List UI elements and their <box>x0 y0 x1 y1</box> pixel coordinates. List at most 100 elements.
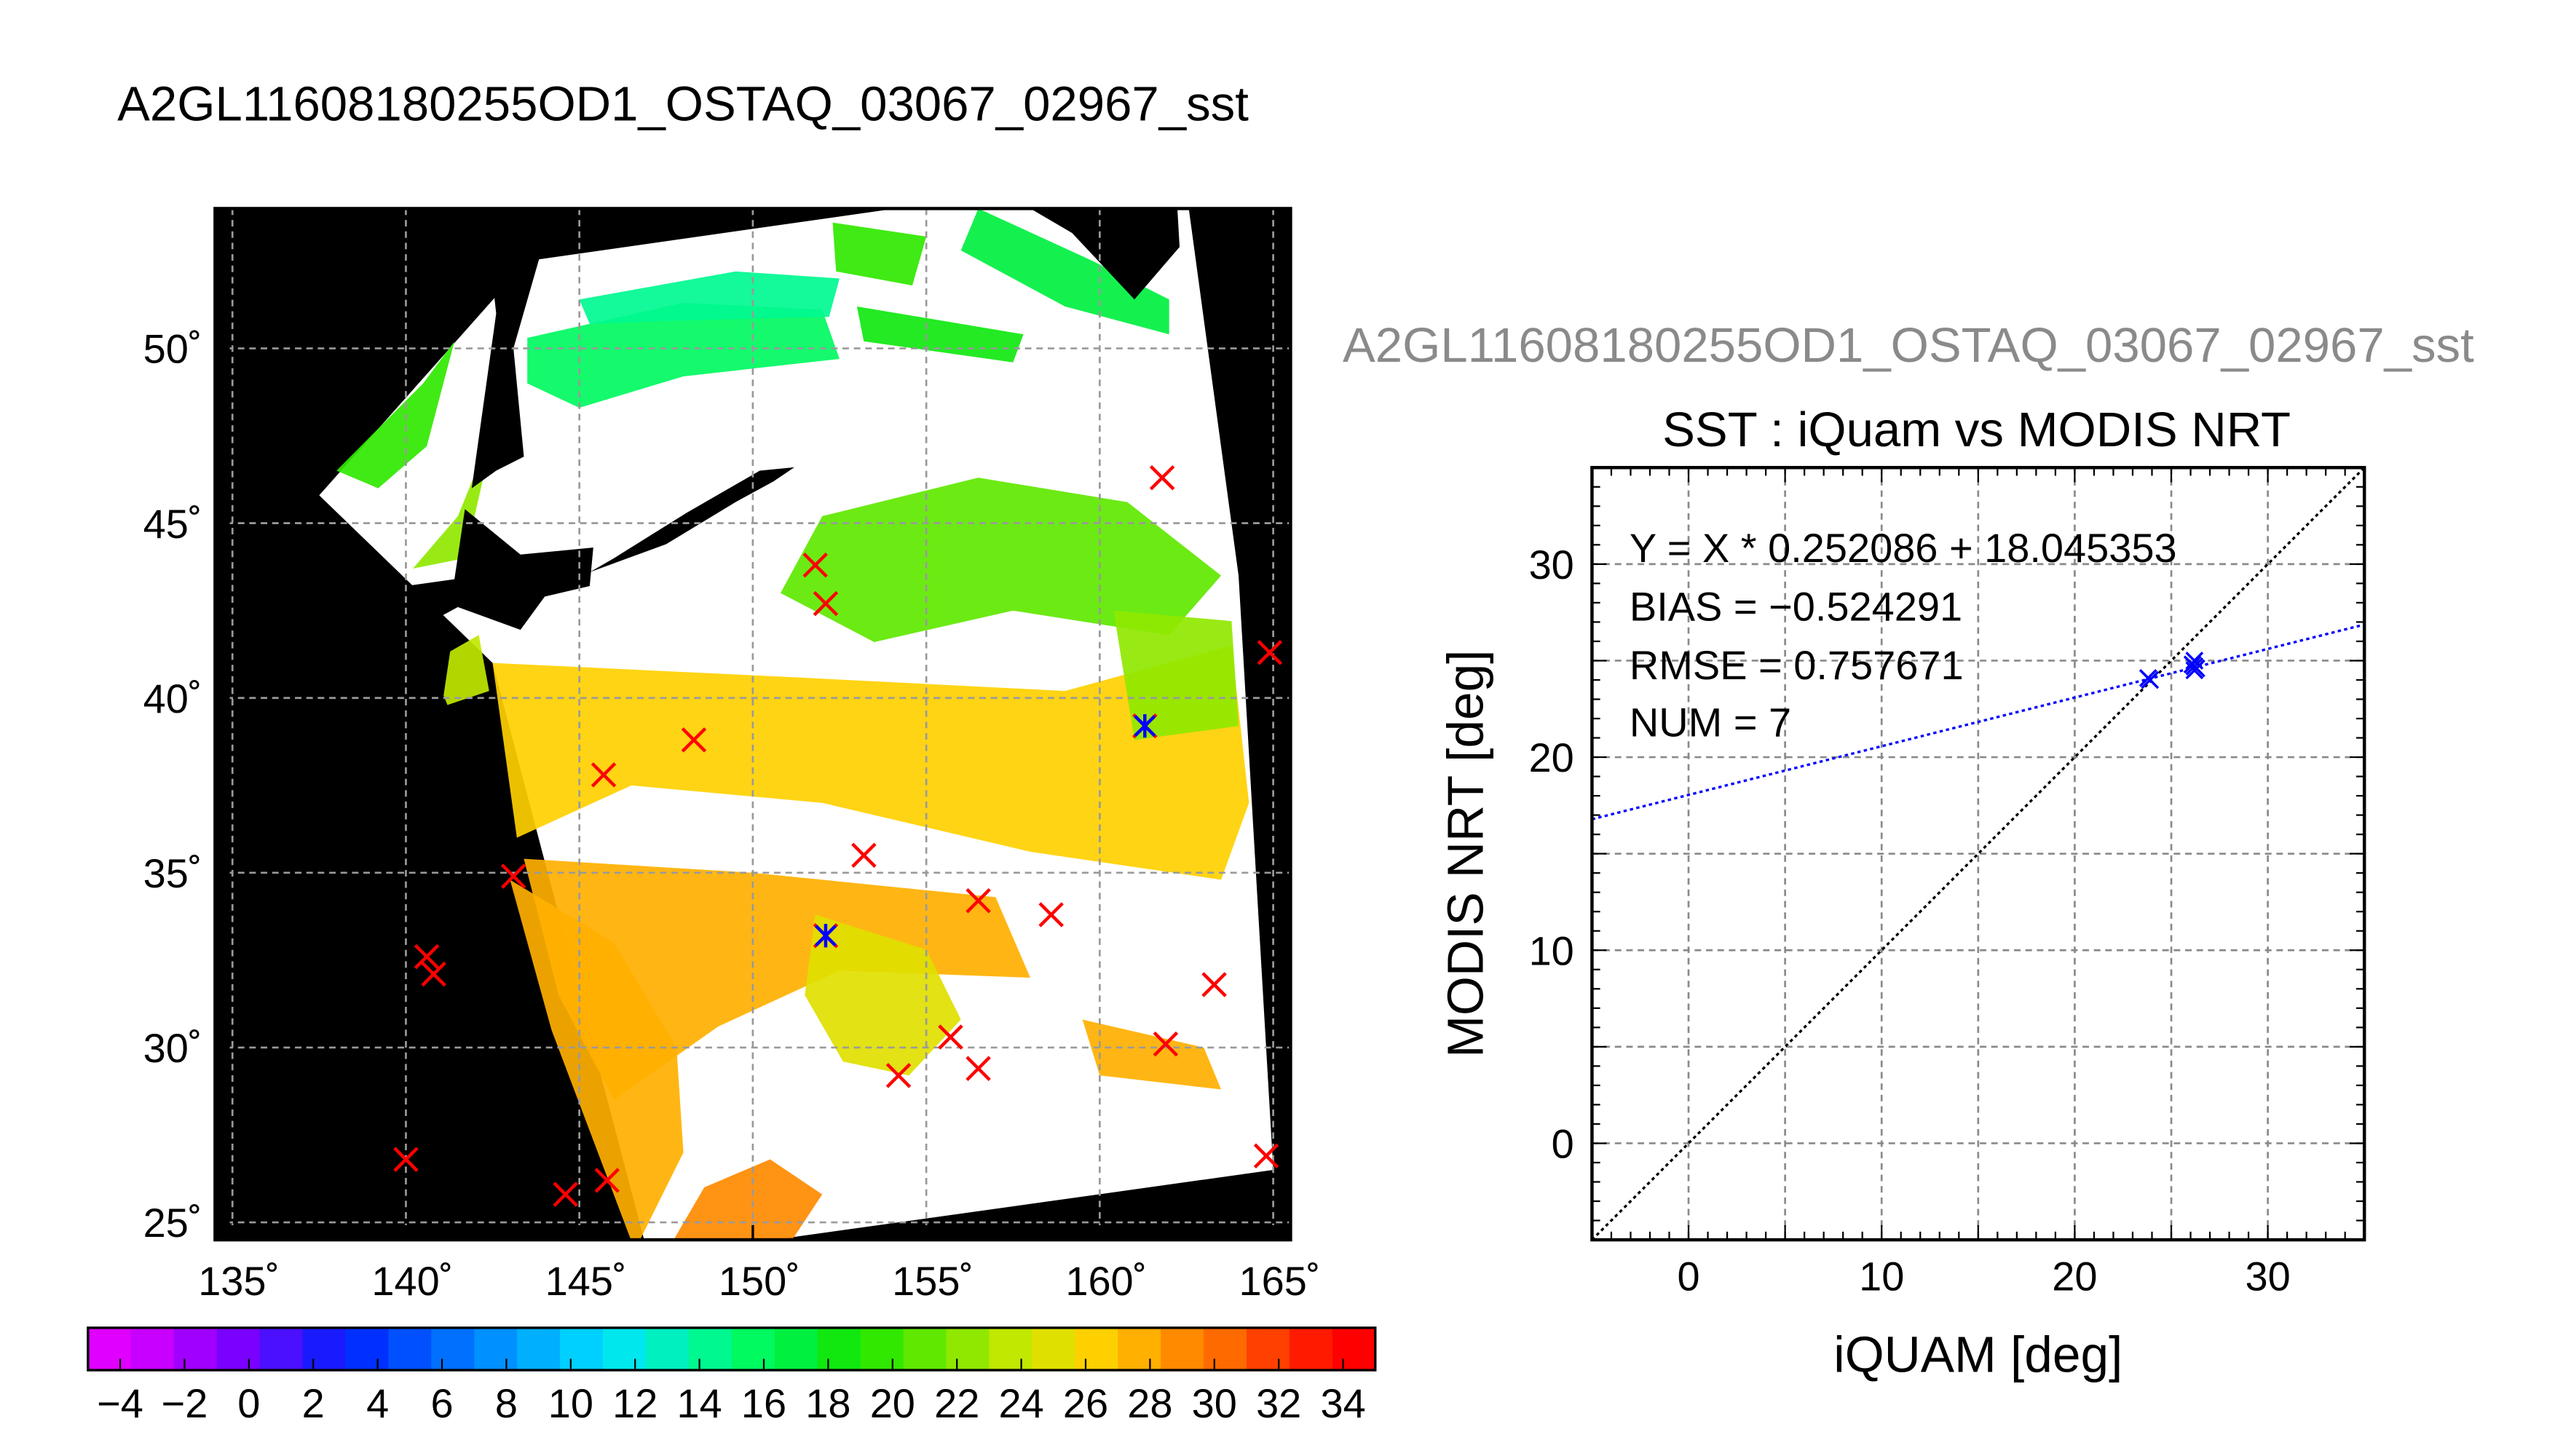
colorbar: −4 −2 0 2 4 6 8 10 12 14 16 18 20 22 24 26 28 30 32 34 <box>87 1326 1377 1426</box>
colorbar-cell <box>474 1327 518 1371</box>
colorbar-cell <box>345 1327 390 1371</box>
scatter-y-tick-label: 10 <box>1529 927 1574 973</box>
colorbar-cell <box>1161 1327 1205 1371</box>
match-marker <box>885 1063 912 1088</box>
match-marker <box>553 1182 578 1207</box>
land-mass-0 <box>215 645 451 925</box>
match-marker-stroke-b <box>938 1024 963 1050</box>
land-mass-3 <box>215 208 451 558</box>
colorbar-tick-label: 0 <box>237 1380 260 1426</box>
match-marker-stroke-b <box>594 1168 620 1193</box>
match-marker <box>965 1056 991 1081</box>
match-marker <box>414 943 440 970</box>
colorbar-cell <box>603 1327 647 1371</box>
scatter-y-tick-label: 0 <box>1552 1121 1574 1167</box>
match-marker-stroke-b <box>421 961 446 987</box>
colorbar-cell <box>1032 1327 1076 1371</box>
colorbar-tick-label: 12 <box>612 1380 657 1426</box>
match-marker-stroke-b <box>851 842 877 869</box>
match-marker <box>851 842 877 869</box>
map-x-tick-labels: 135˚ 140˚ 145˚ 150˚ 155˚ 160˚ 165˚ <box>198 1258 1320 1304</box>
stats-box: Y = X * 0.252086 + 18.045353 BIAS = −0.5… <box>1630 525 2177 745</box>
stats-rmse: RMSE = 0.757671 <box>1630 642 1964 688</box>
match-marker <box>591 762 617 788</box>
colorbar-cell <box>388 1327 433 1371</box>
colorbar-tick-label: 28 <box>1127 1380 1172 1426</box>
colorbar-tick-label: 34 <box>1320 1380 1365 1426</box>
match-marker-stroke-b <box>1253 1143 1279 1169</box>
sst-field-4 <box>805 914 961 1076</box>
scatter-grid <box>1592 467 2365 1241</box>
match-marker-stroke-b <box>393 1147 419 1172</box>
scatter-point-stroke-b <box>2187 659 2205 678</box>
used-match-marker <box>814 924 837 948</box>
scatter-panel: SST : iQuam vs MODIS NRT 0 10 20 30 0 10 20 30… <box>1437 403 2366 1382</box>
scatter-x-tick-labels: 0 10 20 30 <box>1677 1253 2290 1299</box>
colorbar-cell <box>130 1327 175 1371</box>
colorbar-tick-label: 32 <box>1256 1380 1301 1426</box>
sst-field-13 <box>413 422 497 569</box>
scatter-point <box>2187 659 2205 678</box>
colorbar-cell <box>688 1327 732 1371</box>
scatter-x-tick-label: 0 <box>1677 1253 1699 1299</box>
scatter-x-tick-label: 30 <box>2245 1253 2290 1299</box>
colorbar-tick-label: −4 <box>97 1380 143 1426</box>
scatter-y-tick-labels: 0 10 20 30 <box>1529 542 1574 1167</box>
match-marker-stroke-b <box>1257 640 1283 665</box>
match-marker-stroke-b <box>1038 902 1064 927</box>
match-marker <box>681 727 707 753</box>
match-marker-stroke-b <box>553 1182 578 1207</box>
scatter-ticks <box>1591 467 2366 1241</box>
colorbar-cell <box>431 1327 475 1371</box>
sst-field-8 <box>527 303 840 408</box>
colorbar-cell <box>87 1327 132 1371</box>
x-axis-label: iQUAM [deg] <box>1833 1326 2122 1382</box>
map-x-tick-label: 135˚ <box>198 1258 280 1304</box>
match-marker <box>1149 464 1175 491</box>
match-marker <box>1153 1031 1179 1057</box>
colorbar-tick-label: 6 <box>430 1380 453 1426</box>
scatter-lines <box>1592 467 2365 1241</box>
sst-field-15 <box>1082 1019 1222 1090</box>
sst-field-14 <box>430 635 489 705</box>
sst-field-9 <box>579 271 840 324</box>
sst-field-11 <box>832 222 927 286</box>
sst-field-6 <box>1113 610 1239 740</box>
match-marker <box>1038 902 1064 927</box>
match-marker <box>594 1168 620 1193</box>
colorbar-cell <box>774 1327 818 1371</box>
colorbar-tick-label: 16 <box>741 1380 786 1426</box>
colorbar-cell <box>903 1327 947 1371</box>
match-marker <box>421 961 446 987</box>
colorbar-cell <box>517 1327 561 1371</box>
scatter-y-tick-label: 20 <box>1529 735 1574 780</box>
colorbar-cell <box>173 1327 218 1371</box>
land-mass-1 <box>406 509 593 632</box>
match-marker <box>393 1147 419 1172</box>
map-y-tick-label: 50˚ <box>143 326 202 372</box>
scatter-title: SST : iQuam vs MODIS NRT <box>1662 403 2291 457</box>
page-title: A2GL11608180255OD1_OSTAQ_03067_02967_sst <box>117 77 1249 132</box>
scatter-x-tick-label: 20 <box>2052 1253 2097 1299</box>
scatter-point-stroke-b <box>2185 652 2204 670</box>
map-x-tick-label: 140˚ <box>371 1258 453 1304</box>
colorbar-cell <box>860 1327 904 1371</box>
land-mass-5 <box>589 467 794 572</box>
match-marker-stroke-b <box>1153 1031 1179 1057</box>
sst-field-5 <box>780 478 1222 642</box>
map-panel: 135˚ 140˚ 145˚ 150˚ 155˚ 160˚ 165˚ 25˚ 30˚ 35˚ 40… <box>143 207 1321 1304</box>
colorbar-cell <box>560 1327 604 1371</box>
scatter-point <box>2141 670 2160 689</box>
match-marker-stroke-b <box>885 1063 912 1088</box>
map-x-tick-label: 150˚ <box>719 1258 800 1304</box>
map-y-tick-label: 25˚ <box>143 1200 202 1246</box>
map-y-tick-label: 45˚ <box>143 501 202 547</box>
colorbar-tick-label: 4 <box>366 1380 389 1426</box>
map-y-tick-labels: 25˚ 30˚ 35˚ 40˚ 45˚ 50˚ <box>143 326 202 1246</box>
colorbar-tick-label: 18 <box>805 1380 850 1426</box>
colorbar-tick-label: −2 <box>162 1380 208 1426</box>
map-y-tick-label: 30˚ <box>143 1025 202 1071</box>
colorbar-cell <box>1118 1327 1162 1371</box>
colorbar-frame <box>87 1326 1377 1372</box>
